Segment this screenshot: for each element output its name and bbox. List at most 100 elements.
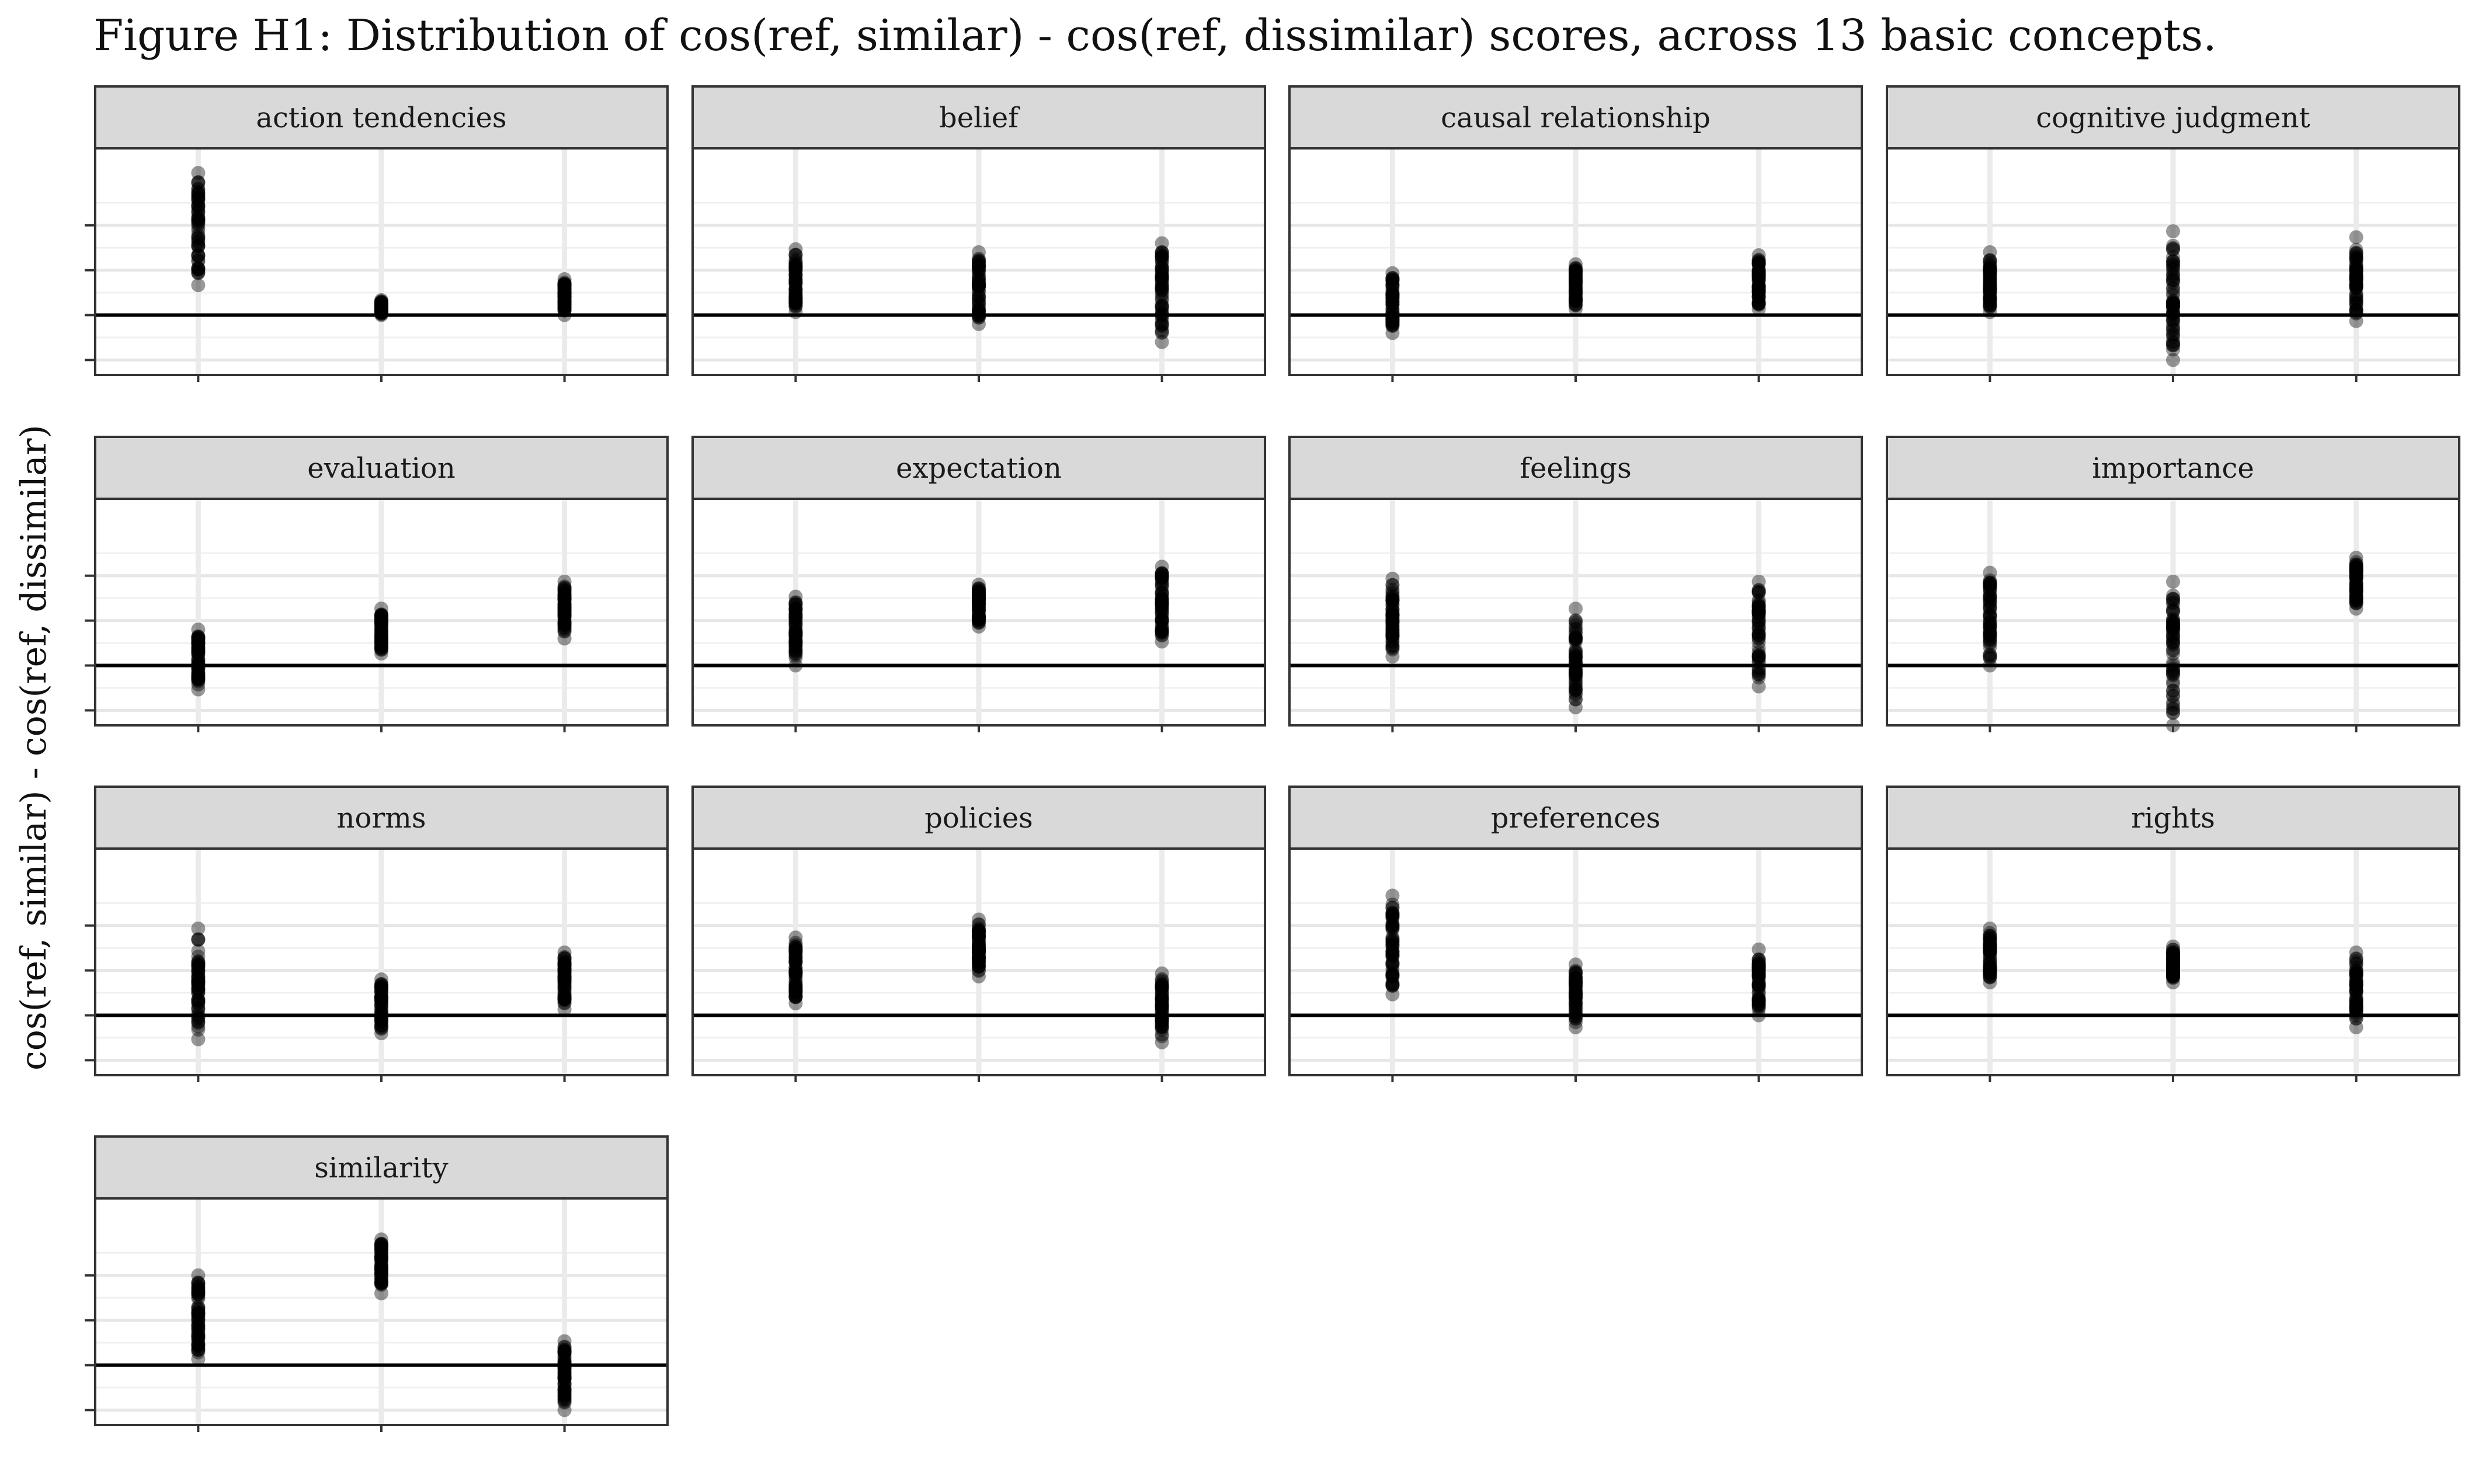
data-point [374,303,388,317]
data-point [1751,968,1766,983]
data-point [1155,613,1169,628]
data-point [191,239,206,253]
data-point [2349,586,2363,601]
data-point [191,1282,206,1297]
data-point [191,234,206,248]
data-point [1983,576,1997,591]
data-point [1569,282,1583,297]
data-point [2349,1006,2363,1021]
data-point [557,597,572,612]
data-point [2166,296,2180,311]
data-point [557,615,572,630]
data-point [972,593,986,607]
data-point [1983,581,1997,596]
data-point [557,1392,572,1407]
data-point [1385,278,1400,293]
data-point [2349,1020,2363,1034]
data-point [788,595,803,610]
data-point [2349,270,2363,284]
data-point [1983,595,1997,610]
data-point [191,1268,206,1283]
data-point [1385,935,1400,950]
data-point [972,277,986,292]
data-point [2349,1001,2363,1016]
data-point [1385,640,1400,655]
facet-strip-label: policies [924,802,1033,835]
data-point [2166,617,2180,632]
data-point [557,1387,572,1402]
data-point [557,956,572,971]
data-point [1385,625,1400,640]
data-point [2166,574,2180,589]
data-point [2349,565,2363,579]
data-point [972,271,986,286]
data-point [1983,281,1997,296]
data-point [1155,567,1169,581]
data-point [1751,650,1766,665]
data-point [557,598,572,613]
data-point [2166,322,2180,337]
data-point [1155,572,1169,586]
data-point [1569,280,1583,294]
data-point [1751,279,1766,294]
data-point [557,277,572,291]
data-point [557,980,572,995]
data-point [191,654,206,668]
data-point [557,1355,572,1370]
data-point [191,200,206,215]
data-point [374,608,388,623]
data-point [557,951,572,965]
data-point [1155,566,1169,581]
facet-strip-label: feelings [1520,452,1632,485]
data-point [788,629,803,644]
data-point [788,996,803,1010]
data-point [1385,310,1400,325]
data-point [374,294,388,309]
data-point [2166,296,2180,310]
data-point [374,300,388,315]
data-point [972,619,986,634]
data-point [1751,648,1766,662]
data-point [788,252,803,267]
data-point [191,637,206,651]
data-point [1385,294,1400,309]
data-point [1385,908,1400,923]
data-point [1751,953,1766,967]
data-point [788,632,803,647]
data-point [972,929,986,943]
data-point [972,258,986,272]
data-point [374,301,388,316]
data-point [1983,975,1997,990]
data-point [788,983,803,998]
data-point [557,945,572,960]
data-point [1751,272,1766,286]
data-point [1385,949,1400,964]
data-point [557,281,572,296]
data-point [557,605,572,620]
data-point [788,625,803,640]
data-point [557,969,572,983]
data-point [2166,957,2180,971]
data-point [1569,292,1583,307]
data-point [374,1012,388,1026]
data-point [1385,593,1400,608]
data-point [972,269,986,283]
data-point [374,998,388,1013]
data-point [2349,593,2363,608]
data-point [374,1275,388,1290]
data-point [1155,262,1169,277]
data-point [2349,982,2363,997]
data-point [557,599,572,613]
data-point [972,589,986,603]
data-point [1983,962,1997,976]
data-point [374,1243,388,1257]
data-point [374,1240,388,1254]
data-point [374,299,388,314]
data-point [788,627,803,641]
data-point [557,1361,572,1375]
data-point [2349,979,2363,993]
data-point [2166,958,2180,972]
data-point [1751,655,1766,670]
data-point [191,978,206,992]
data-point [1155,598,1169,613]
